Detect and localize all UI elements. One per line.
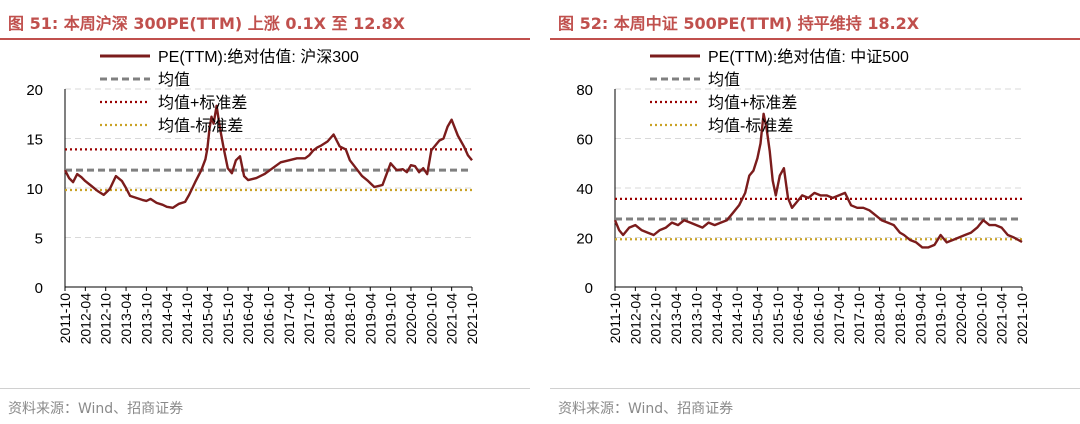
x-tick-label: 2018-10 <box>892 293 908 345</box>
hs300-pe-chart: 0 5 10 15 20 2011-10 2012-04 2012-10 2013-04 2013… <box>26 48 480 345</box>
legend-label: 均值+标准差 <box>708 94 797 112</box>
pe-series-line <box>613 112 1023 249</box>
x-tick-label: 2021-10 <box>1014 293 1030 345</box>
x-tick-label: 2012-10 <box>98 293 114 345</box>
source-divider <box>550 388 1080 389</box>
x-tick-label: 2014-10 <box>179 293 195 345</box>
x-tick-label: 2014-04 <box>159 293 175 345</box>
x-tick-label: 2015-10 <box>220 293 236 345</box>
legend-label: PE(TTM):绝对估值: 中证500 <box>708 48 909 66</box>
x-tick-label: 2012-10 <box>648 293 664 345</box>
source-divider <box>0 388 530 389</box>
x-tick-label: 2017-10 <box>851 293 867 345</box>
source-note: 资料来源：Wind、招商证券 <box>558 401 734 417</box>
x-tick-label: 2019-10 <box>383 293 399 345</box>
chart-panel-hs300: 图 51: 本周沪深 300PE(TTM) 上涨 0.1X 至 12.8X 0 5… <box>0 0 530 424</box>
x-tick-label: 2021-04 <box>994 293 1010 345</box>
y-tick-label: 0 <box>585 280 593 297</box>
y-tick-label: 0 <box>35 280 43 297</box>
chart-panel-csi500: 图 52: 本周中证 500PE(TTM) 持平维持 18.2X 0 20 40 60… <box>550 0 1080 424</box>
title-divider <box>550 38 1080 40</box>
y-tick-label: 20 <box>26 82 43 99</box>
x-tick-label: 2013-04 <box>668 293 684 345</box>
x-tick-label: 2018-04 <box>322 293 338 345</box>
legend-label: 均值-标准差 <box>158 117 243 135</box>
legend-label: PE(TTM):绝对估值: 沪深300 <box>158 48 359 66</box>
x-tick-label: 2019-10 <box>933 293 949 345</box>
x-tick-label: 2015-04 <box>749 293 765 345</box>
x-tick-label: 2020-04 <box>403 293 419 345</box>
legend-label: 均值 <box>708 71 740 89</box>
y-tick-label: 10 <box>26 181 43 198</box>
x-tick-label: 2017-10 <box>301 293 317 345</box>
x-tick-label: 2021-10 <box>464 293 480 345</box>
chart-title: 图 52: 本周中证 500PE(TTM) 持平维持 18.2X <box>558 14 920 33</box>
x-tick-label: 2021-04 <box>444 293 460 345</box>
x-tick-label: 2016-04 <box>790 293 806 345</box>
pe-series-line <box>63 104 473 210</box>
x-tick-label: 2017-04 <box>831 293 847 345</box>
x-tick-label: 2017-04 <box>281 293 297 345</box>
legend-label: 均值-标准差 <box>708 117 793 135</box>
title-divider <box>0 38 530 40</box>
y-tick-label: 5 <box>35 231 43 248</box>
x-tick-label: 2020-04 <box>953 293 969 345</box>
y-tick-label: 20 <box>576 231 593 248</box>
legend-label: 均值+标准差 <box>158 94 247 112</box>
x-tick-label: 2015-10 <box>770 293 786 345</box>
x-tick-label: 2011-10 <box>57 293 73 344</box>
x-tick-label: 2020-10 <box>423 293 439 345</box>
x-tick-label: 2012-04 <box>627 293 643 345</box>
x-tick-label: 2016-10 <box>261 293 277 345</box>
y-tick-label: 80 <box>576 82 593 99</box>
x-tick-label: 2019-04 <box>362 293 378 345</box>
x-tick-label: 2011-10 <box>607 293 623 344</box>
x-tick-label: 2016-04 <box>240 293 256 345</box>
x-tick-label: 2015-04 <box>199 293 215 345</box>
x-tick-label: 2016-10 <box>811 293 827 345</box>
y-tick-label: 40 <box>576 181 593 198</box>
legend-label: 均值 <box>158 71 190 89</box>
x-tick-label: 2018-04 <box>872 293 888 345</box>
chart-title: 图 51: 本周沪深 300PE(TTM) 上涨 0.1X 至 12.8X <box>8 14 405 33</box>
source-note: 资料来源：Wind、招商证券 <box>8 401 184 417</box>
x-tick-label: 2020-10 <box>973 293 989 345</box>
x-tick-label: 2012-04 <box>77 293 93 345</box>
x-tick-label: 2014-10 <box>729 293 745 345</box>
x-tick-label: 2013-10 <box>138 293 154 345</box>
x-tick-label: 2019-04 <box>912 293 928 345</box>
x-tick-label: 2013-04 <box>118 293 134 345</box>
y-tick-label: 15 <box>26 132 43 149</box>
x-tick-label: 2014-04 <box>709 293 725 345</box>
y-tick-label: 60 <box>576 132 593 149</box>
x-tick-label: 2018-10 <box>342 293 358 345</box>
x-tick-label: 2013-10 <box>688 293 704 345</box>
